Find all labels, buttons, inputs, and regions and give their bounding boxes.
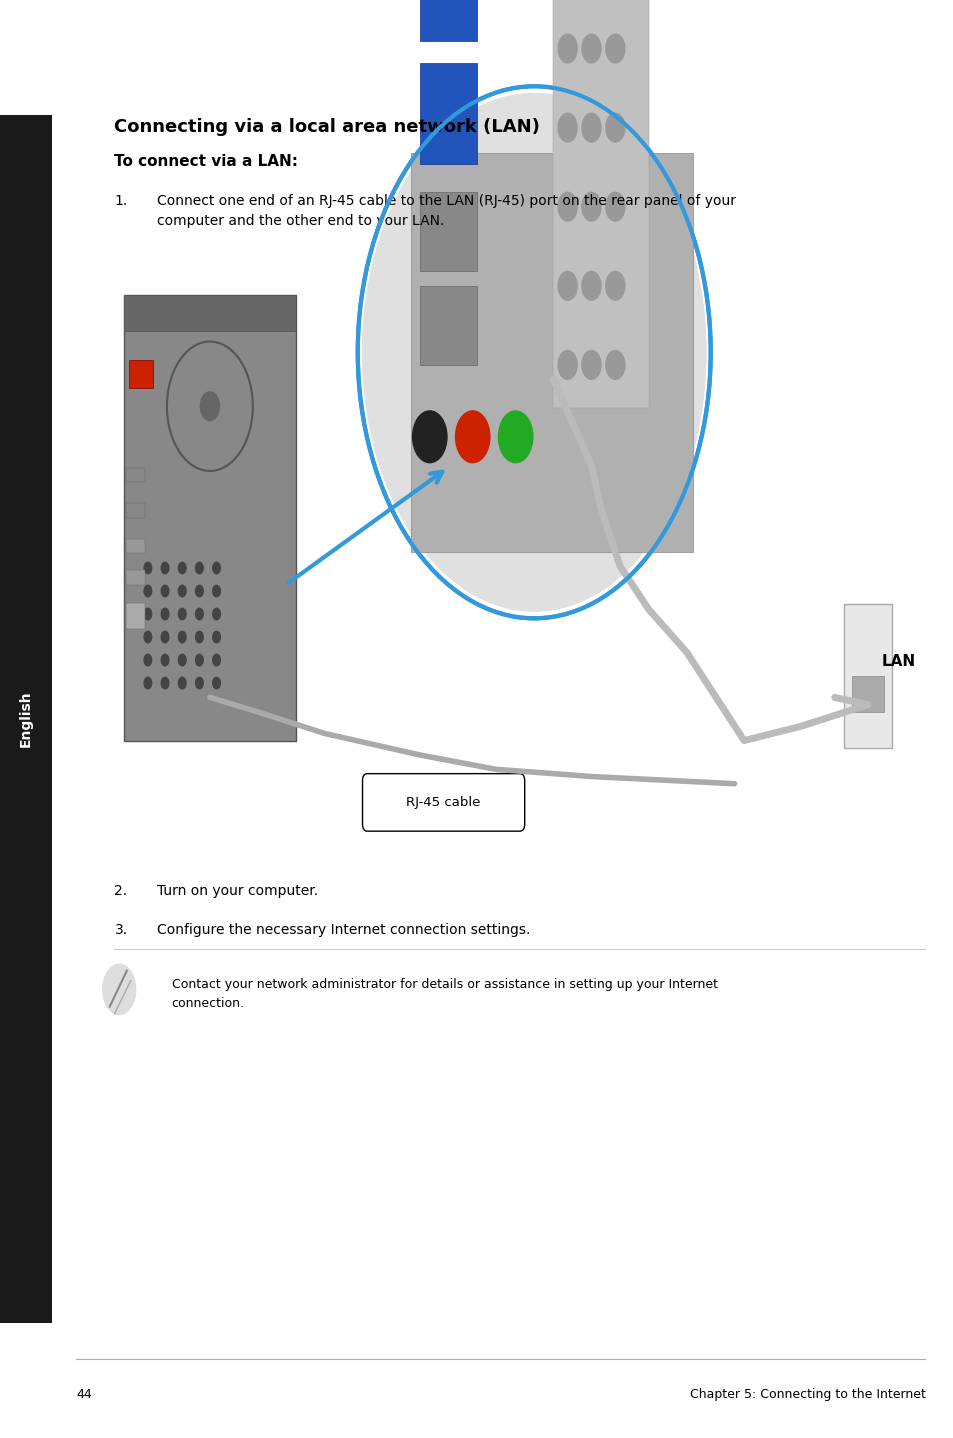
Circle shape	[161, 677, 169, 689]
FancyBboxPatch shape	[0, 115, 52, 1323]
Circle shape	[195, 677, 203, 689]
Circle shape	[178, 585, 186, 597]
Circle shape	[605, 193, 624, 221]
Text: 44: 44	[76, 1388, 92, 1401]
Text: Connect one end of an RJ-45 cable to the LAN (RJ-45) port on the rear panel of y: Connect one end of an RJ-45 cable to the…	[157, 194, 736, 227]
Circle shape	[362, 93, 705, 611]
FancyBboxPatch shape	[843, 604, 891, 748]
Circle shape	[413, 411, 446, 463]
Text: 2.: 2.	[114, 884, 128, 899]
Text: Configure the necessary Internet connection settings.: Configure the necessary Internet connect…	[157, 923, 530, 938]
Circle shape	[558, 193, 577, 221]
FancyBboxPatch shape	[126, 503, 145, 518]
Circle shape	[581, 114, 600, 142]
Circle shape	[558, 351, 577, 380]
Circle shape	[161, 585, 169, 597]
Circle shape	[144, 654, 152, 666]
Circle shape	[161, 654, 169, 666]
Text: English: English	[19, 690, 32, 748]
Text: Chapter 5: Connecting to the Internet: Chapter 5: Connecting to the Internet	[689, 1388, 924, 1401]
Circle shape	[213, 631, 220, 643]
FancyBboxPatch shape	[124, 295, 295, 331]
Circle shape	[558, 114, 577, 142]
Circle shape	[161, 562, 169, 574]
Circle shape	[200, 393, 219, 421]
Circle shape	[102, 963, 136, 1015]
Circle shape	[178, 608, 186, 620]
Circle shape	[581, 351, 600, 380]
Circle shape	[456, 411, 490, 463]
Circle shape	[558, 35, 577, 63]
FancyBboxPatch shape	[129, 360, 152, 388]
Circle shape	[195, 608, 203, 620]
Circle shape	[161, 608, 169, 620]
FancyBboxPatch shape	[126, 571, 145, 585]
Circle shape	[144, 585, 152, 597]
Circle shape	[605, 114, 624, 142]
Circle shape	[213, 562, 220, 574]
Text: 3.: 3.	[114, 923, 128, 938]
Circle shape	[178, 562, 186, 574]
Circle shape	[581, 193, 600, 221]
FancyBboxPatch shape	[420, 0, 477, 42]
Circle shape	[178, 654, 186, 666]
FancyBboxPatch shape	[126, 467, 145, 482]
Circle shape	[605, 272, 624, 301]
FancyBboxPatch shape	[420, 193, 477, 272]
Circle shape	[581, 272, 600, 301]
FancyBboxPatch shape	[124, 295, 295, 741]
Text: 1.: 1.	[114, 194, 128, 209]
FancyBboxPatch shape	[126, 539, 145, 554]
Circle shape	[195, 585, 203, 597]
FancyBboxPatch shape	[553, 0, 648, 408]
Circle shape	[178, 677, 186, 689]
Circle shape	[213, 608, 220, 620]
Text: To connect via a LAN:: To connect via a LAN:	[114, 154, 298, 168]
FancyBboxPatch shape	[851, 676, 883, 712]
Circle shape	[195, 631, 203, 643]
Text: Contact your network administrator for details or assistance in setting up your : Contact your network administrator for d…	[172, 978, 717, 1009]
Circle shape	[213, 585, 220, 597]
Circle shape	[178, 631, 186, 643]
FancyBboxPatch shape	[126, 604, 145, 630]
Circle shape	[605, 351, 624, 380]
Text: LAN: LAN	[881, 654, 915, 669]
Circle shape	[195, 562, 203, 574]
Circle shape	[581, 35, 600, 63]
Circle shape	[161, 631, 169, 643]
Circle shape	[195, 654, 203, 666]
FancyBboxPatch shape	[362, 774, 524, 831]
Circle shape	[144, 562, 152, 574]
Circle shape	[213, 677, 220, 689]
Text: Connecting via a local area network (LAN): Connecting via a local area network (LAN…	[114, 118, 539, 137]
Circle shape	[144, 631, 152, 643]
Circle shape	[498, 411, 533, 463]
Text: Turn on your computer.: Turn on your computer.	[157, 884, 318, 899]
FancyBboxPatch shape	[420, 286, 477, 365]
Circle shape	[605, 35, 624, 63]
Circle shape	[144, 677, 152, 689]
Circle shape	[558, 272, 577, 301]
FancyBboxPatch shape	[420, 63, 477, 164]
Circle shape	[144, 608, 152, 620]
FancyBboxPatch shape	[411, 152, 692, 552]
Text: RJ-45 cable: RJ-45 cable	[406, 795, 480, 810]
Circle shape	[213, 654, 220, 666]
